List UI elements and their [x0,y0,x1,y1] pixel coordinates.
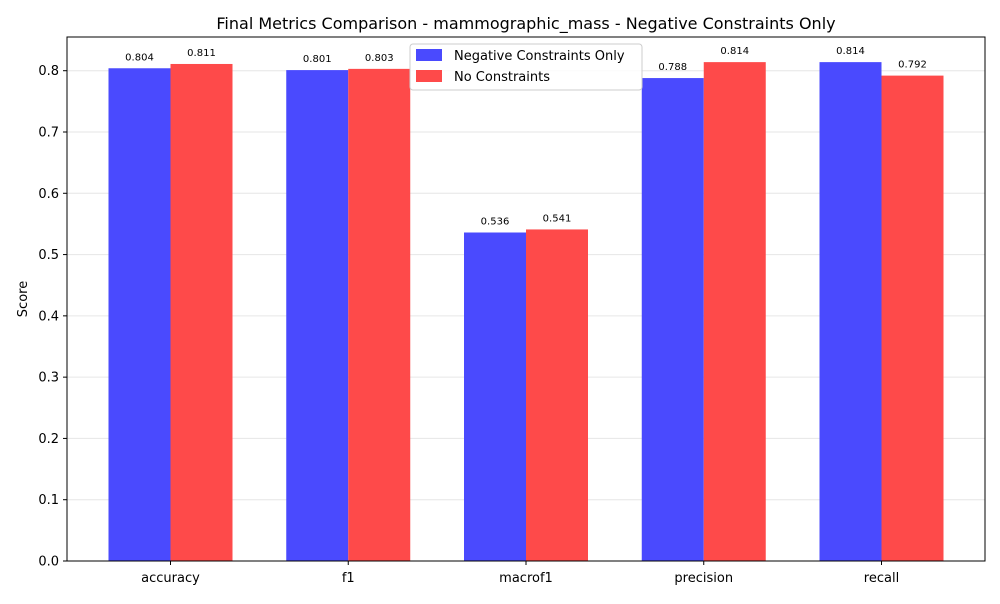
data-labels: 0.804 0.811 0.801 0.803 0.536 0.541 0.788 0.814… [125,46,927,227]
data-label-negative-constraints-only-precision: 0.788 [658,62,687,73]
y-tick-label: 0.6 [38,187,59,202]
bar-no-constraints-accuracy [170,63,233,561]
bar-negative-constraints-only-recall [819,62,882,561]
y-axis-ticks: 0.0 0.1 0.2 0.3 0.4 0.5 0.6 0.7 0.8 [38,64,67,570]
x-tick-label: recall [864,571,899,586]
y-tick-label: 0.8 [38,64,59,79]
x-tick-label: f1 [342,571,355,586]
y-tick-label: 0.4 [38,309,59,324]
data-label-negative-constraints-only-macrof1: 0.536 [481,217,510,228]
x-tick-label: accuracy [141,571,200,586]
data-label-no-constraints-macrof1: 0.541 [543,213,572,224]
chart-title: Final Metrics Comparison - mammographic_… [216,14,835,34]
bar-negative-constraints-only-accuracy [108,68,171,562]
bar-negative-constraints-only-f1 [286,70,349,562]
legend-swatch-no-constraints [416,70,442,82]
x-tick-label: macrof1 [499,571,553,586]
x-tick-label: precision [674,571,733,586]
x-axis-ticks: accuracy f1 macrof1 precision recall [141,561,899,586]
bar-no-constraints-f1 [348,68,411,561]
legend-label-no-constraints: No Constraints [454,70,550,85]
y-tick-label: 0.3 [38,371,59,386]
legend-box [409,43,643,91]
y-tick-label: 0.7 [38,125,59,140]
bar-no-constraints-macrof1 [526,229,588,562]
bars [108,62,944,562]
bar-negative-constraints-only-macrof1 [464,232,526,561]
data-label-no-constraints-accuracy: 0.811 [187,48,216,59]
y-tick-label: 0.0 [38,555,59,570]
data-label-negative-constraints-only-accuracy: 0.804 [125,52,154,63]
data-label-no-constraints-f1: 0.803 [365,53,394,64]
bar-no-constraints-precision [703,62,766,561]
y-tick-label: 0.5 [38,248,59,263]
data-label-no-constraints-precision: 0.814 [720,46,749,57]
data-label-no-constraints-recall: 0.792 [898,60,927,71]
data-label-negative-constraints-only-f1: 0.801 [303,54,332,65]
y-tick-label: 0.1 [38,493,59,508]
y-tick-label: 0.2 [38,432,59,447]
bar-negative-constraints-only-precision [641,78,704,562]
legend-label-negative-constraints-only: Negative Constraints Only [454,49,625,64]
legend[interactable]: Negative Constraints Only No Constraints [409,43,643,91]
bar-no-constraints-recall [881,75,944,561]
legend-swatch-negative-constraints-only [416,49,442,61]
data-label-negative-constraints-only-recall: 0.814 [836,46,865,57]
y-axis-label: Score [16,281,31,317]
